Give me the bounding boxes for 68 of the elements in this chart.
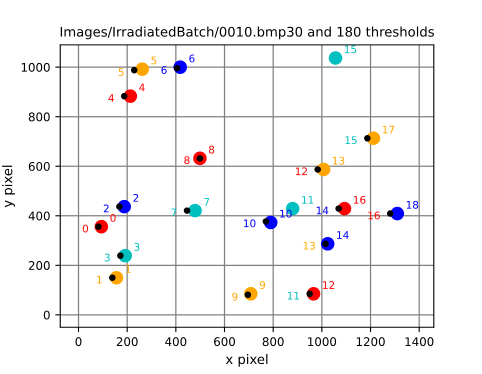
x-tick-label: 200 <box>116 337 138 346</box>
annotation: 3 <box>104 254 110 262</box>
series-label: 13 <box>333 156 344 165</box>
y-tick-label: 1000 <box>22 62 50 72</box>
annotation: 16 <box>368 211 380 220</box>
series-label: 9 <box>260 281 266 290</box>
annotation: 10 <box>244 219 256 228</box>
annotation: 4 <box>108 94 114 102</box>
series-label: 2 <box>133 194 138 202</box>
x-axis-title: x pixel <box>226 354 268 367</box>
series-label: 8 <box>208 146 214 154</box>
series-label: 11 <box>302 196 314 204</box>
annotation: 7 <box>172 208 176 216</box>
annotation: 15 <box>346 136 357 144</box>
x-tick-label: 1200 <box>356 337 385 346</box>
point <box>109 274 116 281</box>
series-label: 14 <box>337 231 349 239</box>
x-tick-label: 1000 <box>308 337 336 346</box>
chart-title: Images/IrradiatedBatch/0010.bmp30 and 180 thresholds <box>60 26 434 40</box>
point <box>262 218 270 225</box>
series-label: 17 <box>382 126 394 134</box>
series-label: 1 <box>126 265 130 273</box>
x-tick-label: 1400 <box>405 337 434 346</box>
y-tick-label: 400 <box>28 212 50 220</box>
point <box>116 203 123 210</box>
point <box>386 210 394 217</box>
point <box>314 166 321 173</box>
y-tick-label: 800 <box>28 112 50 122</box>
y-tick-label: 600 <box>28 162 50 171</box>
point <box>135 62 150 76</box>
series-label: 10 <box>280 210 292 218</box>
point <box>184 207 190 214</box>
annotation: 12 <box>296 167 307 176</box>
series-label: 12 <box>323 281 334 289</box>
annotation: 6 <box>161 66 167 74</box>
series-label: 5 <box>151 56 156 64</box>
y-axis-title: y pixel <box>2 166 15 208</box>
series-label: 0 <box>110 214 116 222</box>
series-label: 15 <box>344 45 356 54</box>
annotation: 0 <box>82 224 88 232</box>
x-tick-label: 800 <box>262 337 284 346</box>
annotation: 13 <box>304 242 315 250</box>
series-label: 3 <box>134 242 140 251</box>
point <box>117 252 124 259</box>
series-label: 16 <box>354 196 366 204</box>
x-tick-label: 400 <box>165 337 186 346</box>
series-label: 7 <box>204 198 210 206</box>
point <box>306 290 313 298</box>
annotation: 1 <box>97 276 102 284</box>
point <box>328 51 342 65</box>
x-tick-label: 600 <box>214 337 235 346</box>
y-tick-label: 0 <box>44 310 50 320</box>
x-tick-label: 0 <box>76 337 82 346</box>
annotation: 9 <box>232 292 238 301</box>
annotation: 14 <box>316 206 328 214</box>
annotation: 11 <box>288 292 300 300</box>
point <box>120 92 128 100</box>
point <box>188 204 202 218</box>
y-tick-label: 200 <box>28 261 50 270</box>
annotation: 8 <box>184 156 190 164</box>
point <box>130 66 138 74</box>
annotation: 5 <box>118 68 124 76</box>
series-label: 4 <box>139 84 145 92</box>
point <box>335 205 342 212</box>
series-label: 18 <box>406 200 418 209</box>
series-label: 6 <box>189 54 195 62</box>
annotation: 2 <box>104 204 109 212</box>
point <box>364 135 371 142</box>
